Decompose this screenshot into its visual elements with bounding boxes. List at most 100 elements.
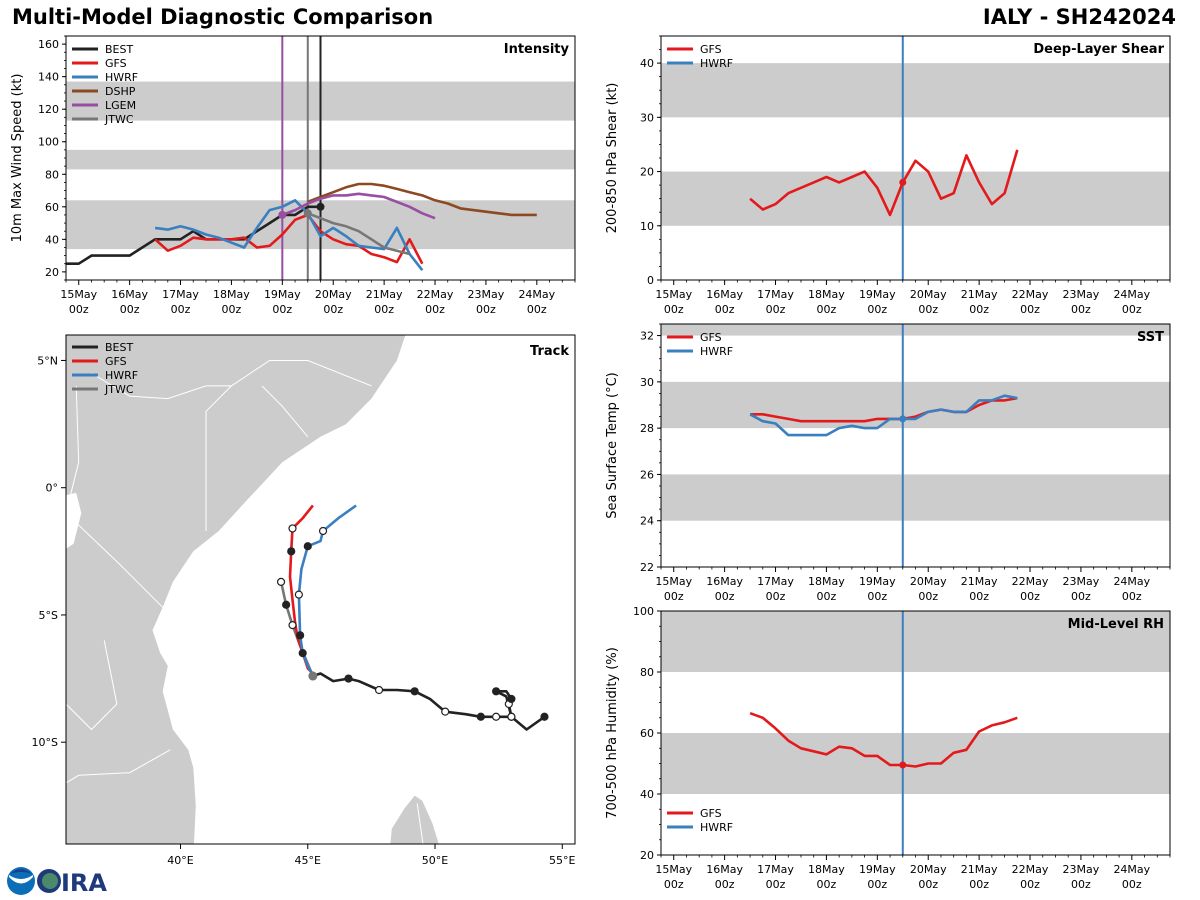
legend-label-hwrf: HWRF <box>105 71 138 84</box>
x-tick-date: 22May <box>1012 288 1049 301</box>
y-tick-label: 26 <box>640 468 654 481</box>
x-tick-hour: 00z <box>527 303 547 316</box>
legend-label-hwrf: HWRF <box>700 821 733 834</box>
x-tick-hour: 00z <box>918 878 938 891</box>
country-border <box>205 385 232 531</box>
x-tick-hour: 00z <box>715 878 735 891</box>
threshold-band <box>661 171 1170 226</box>
x-tick-date: 19May <box>264 288 301 301</box>
x-tick-hour: 00z <box>867 878 887 891</box>
x-tick-hour: 00z <box>1122 878 1142 891</box>
x-tick-hour: 00z <box>1122 590 1142 603</box>
panel-label: Mid-Level RH <box>1068 617 1164 632</box>
track-point-jtwc <box>276 577 286 586</box>
country-border <box>66 512 164 608</box>
country-border <box>231 360 372 387</box>
current-position-marker <box>308 671 318 681</box>
x-tick-date: 19May <box>859 575 896 588</box>
x-tick-date: 20May <box>910 863 947 876</box>
track-point-hwrf <box>296 631 305 640</box>
noaa-icon <box>7 867 35 895</box>
x-tick-hour: 00z <box>1020 878 1040 891</box>
x-tick-date: 19May <box>859 863 896 876</box>
track-point-jtwc <box>282 600 291 609</box>
legend-label-dshp: DSHP <box>105 85 136 98</box>
page-title: Multi-Model Diagnostic Comparison <box>12 5 434 29</box>
legend-label-best: BEST <box>105 341 133 354</box>
x-tick-date: 17May <box>162 288 199 301</box>
track-point-jtwc <box>288 621 297 630</box>
x-tick-hour: 00z <box>374 303 394 316</box>
x-tick-hour: 00z <box>969 303 989 316</box>
x-tick-hour: 00z <box>969 878 989 891</box>
x-tick-date: 21May <box>961 863 998 876</box>
track-point-best <box>507 694 516 704</box>
legend-label-lgem: LGEM <box>105 99 136 112</box>
x-tick-hour: 00z <box>766 303 786 316</box>
x-tick-hour: 00z <box>1071 590 1091 603</box>
x-tick-date: 15May <box>655 288 692 301</box>
lgem-init-marker <box>278 210 287 219</box>
y-axis-label: 700-500 hPa Humidity (%) <box>605 647 620 819</box>
x-tick-hour: 00z <box>1071 303 1091 316</box>
x-tick-hour: 00z <box>867 590 887 603</box>
y-tick-label: 60 <box>45 201 59 214</box>
y-tick-label: 40 <box>640 57 654 70</box>
x-tick-hour: 00z <box>664 878 684 891</box>
track-point-best <box>492 712 501 721</box>
y-tick-label: 20 <box>640 166 654 179</box>
series-line-lgem <box>281 192 436 220</box>
track-point-best <box>410 687 419 696</box>
y-tick-label: 40 <box>45 233 59 246</box>
x-tick-hour: 00z <box>1020 590 1040 603</box>
x-tick-date: 24May <box>1113 863 1150 876</box>
series-line-gfs <box>749 149 1019 217</box>
x-tick-hour: 00z <box>817 590 837 603</box>
x-tick-date: 15May <box>655 863 692 876</box>
x-tick-hour: 00z <box>817 303 837 316</box>
y-tick-label: 100 <box>633 605 654 618</box>
y-tick-label: 10 <box>640 220 654 233</box>
threshold-band <box>661 324 1170 336</box>
panel-label: SST <box>1137 330 1164 345</box>
x-tick-hour: 00z <box>817 878 837 891</box>
x-tick-date: 19May <box>859 288 896 301</box>
track-point-best <box>540 712 549 721</box>
y-tick-label: 120 <box>38 103 59 116</box>
plot-area <box>661 611 1170 855</box>
country-border <box>66 385 80 514</box>
chart-track: 40°E 45°E 50°E 55°E 5°N 0° 5°S 10°S Track BESTGFS… <box>32 334 576 867</box>
legend-label-best: BEST <box>105 43 133 56</box>
country-border <box>261 385 309 438</box>
panel-label: Track <box>530 344 569 359</box>
plot-area <box>661 36 1170 280</box>
storm-id: IALY - SH242024 <box>982 5 1176 29</box>
x-tick-date: 17May <box>757 575 794 588</box>
x-tick-date: 21May <box>961 575 998 588</box>
y-tick-label: 30 <box>640 111 654 124</box>
x-tick-hour: 00z <box>69 303 89 316</box>
x-tick-hour: 00z <box>918 303 938 316</box>
legend-label-gfs: GFS <box>105 57 127 70</box>
y-tick-label: 5°S <box>39 609 58 622</box>
x-tick-hour: 00z <box>766 878 786 891</box>
x-tick-date: 22May <box>1012 863 1049 876</box>
threshold-band <box>661 474 1170 521</box>
panel-label: Intensity <box>504 42 570 57</box>
y-tick-label: 5°N <box>37 354 58 367</box>
x-tick-hour: 00z <box>969 590 989 603</box>
series-line-gfs <box>750 396 1018 423</box>
y-tick-label: 20 <box>45 266 59 279</box>
track-point-gfs <box>288 524 297 533</box>
x-tick-hour: 00z <box>715 590 735 603</box>
threshold-band <box>661 733 1170 794</box>
chart-shear: 0 10 20 30 40 15May 00z 16May 00z 17May 00z 18May 00… <box>605 35 1171 316</box>
track-point-best <box>476 712 485 721</box>
country-border <box>91 372 232 400</box>
chart-sst: 22 24 26 28 30 32 15May 00z 16May 00z 17May 00z 18Ma… <box>605 323 1171 603</box>
x-tick-date: 16May <box>111 288 148 301</box>
